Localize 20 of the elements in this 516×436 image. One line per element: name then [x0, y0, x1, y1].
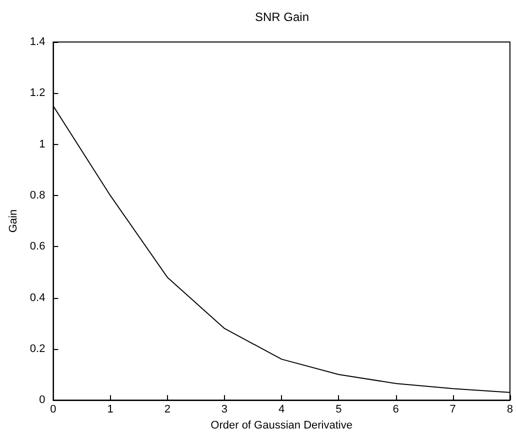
- y-axis-title: Gain: [8, 209, 20, 233]
- x-tick-label: 4: [278, 404, 285, 416]
- x-tick-label: 3: [221, 404, 228, 416]
- y-tick-label: 0.6: [30, 240, 46, 253]
- x-tick-label: 7: [450, 404, 456, 416]
- x-tick-label: 2: [164, 404, 170, 416]
- x-tick-label: 8: [506, 404, 514, 416]
- y-tick-label: 0.4: [30, 292, 46, 304]
- y-tick-label: 1: [39, 138, 46, 150]
- x-tick-label: 1: [107, 404, 114, 416]
- x-tick-label: 6: [392, 404, 399, 416]
- x-tick-label: 5: [336, 404, 342, 416]
- x-axis-title: Order of Gaussian Derivative: [210, 420, 352, 432]
- y-tick-label: 1.2: [30, 87, 46, 100]
- y-tick-label: 0: [39, 394, 46, 406]
- chart-title: SNR Gain: [254, 10, 310, 24]
- y-tick-label: 0.8: [30, 189, 46, 202]
- y-tick-label: 0.2: [30, 342, 46, 355]
- x-tick-label: 0: [50, 404, 56, 416]
- y-tick-label: 1.4: [30, 36, 46, 48]
